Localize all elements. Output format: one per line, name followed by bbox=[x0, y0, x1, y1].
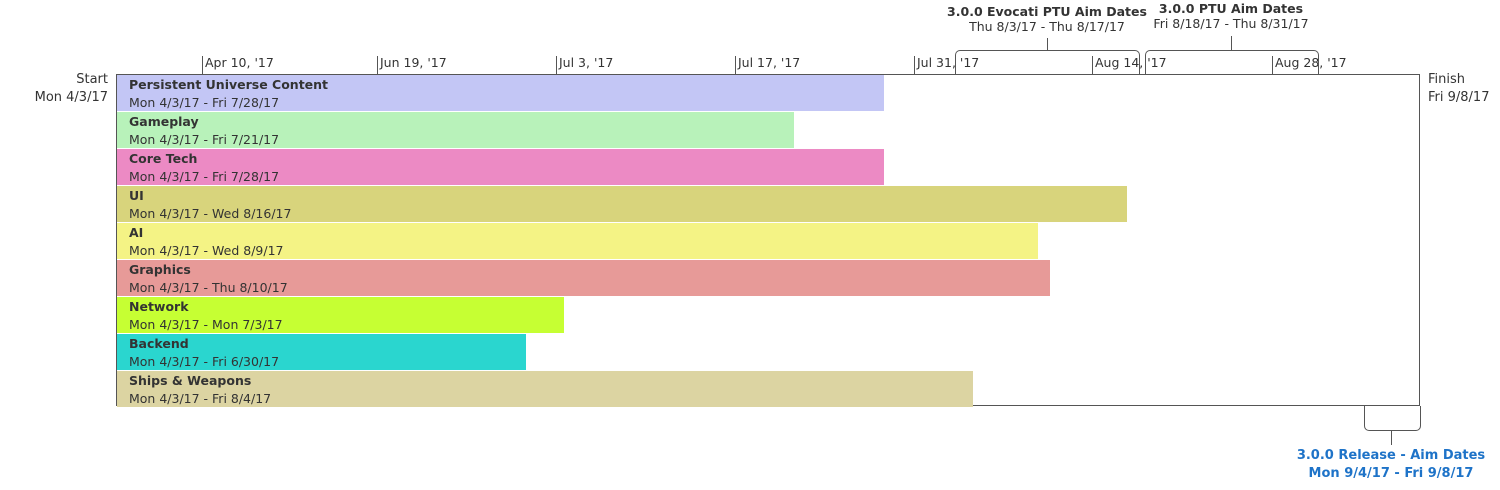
tick-label: Aug 28, '17 bbox=[1275, 55, 1347, 70]
tick-label: Jul 3, '17 bbox=[559, 55, 614, 70]
task-bar-gameplay[interactable]: Gameplay Mon 4/3/17 - Fri 7/21/17 bbox=[117, 112, 794, 148]
task-bar-network[interactable]: Network Mon 4/3/17 - Mon 7/3/17 bbox=[117, 297, 564, 333]
start-label: Start bbox=[76, 72, 108, 87]
tick-mark bbox=[377, 56, 378, 74]
task-dates: Mon 4/3/17 - Wed 8/16/17 bbox=[129, 206, 292, 221]
task-dates: Mon 4/3/17 - Fri 7/28/17 bbox=[129, 95, 280, 110]
task-name: Core Tech bbox=[129, 151, 198, 166]
ptu-title: 3.0.0 PTU Aim Dates bbox=[1158, 1, 1304, 16]
finish-date: Fri 9/8/17 bbox=[1428, 90, 1490, 105]
evocati-connector bbox=[1047, 38, 1048, 50]
tick-label: Aug 14, '17 bbox=[1095, 55, 1167, 70]
evocati-title: 3.0.0 Evocati PTU Aim Dates bbox=[947, 4, 1147, 19]
task-bar-ui[interactable]: UI Mon 4/3/17 - Wed 8/16/17 bbox=[117, 186, 1127, 222]
task-bar-graphics[interactable]: Graphics Mon 4/3/17 - Thu 8/10/17 bbox=[117, 260, 1050, 296]
release-connector bbox=[1391, 431, 1392, 445]
task-name: AI bbox=[129, 225, 144, 240]
task-dates: Mon 4/3/17 - Fri 7/28/17 bbox=[129, 169, 280, 184]
tick-mark bbox=[1272, 56, 1273, 74]
task-name: UI bbox=[129, 188, 144, 203]
ptu-callout: 3.0.0 PTU Aim Dates Fri 8/18/17 - Thu 8/… bbox=[1130, 1, 1332, 31]
task-dates: Mon 4/3/17 - Thu 8/10/17 bbox=[129, 280, 288, 295]
task-name: Ships & Weapons bbox=[129, 373, 252, 388]
tick-label: Apr 10, '17 bbox=[205, 55, 274, 70]
task-bar-persistent-universe-content[interactable]: Persistent Universe Content Mon 4/3/17 -… bbox=[117, 75, 884, 111]
task-bar-backend[interactable]: Backend Mon 4/3/17 - Fri 6/30/17 bbox=[117, 334, 526, 370]
task-dates: Mon 4/3/17 - Fri 6/30/17 bbox=[129, 354, 280, 369]
release-title: 3.0.0 Release - Aim Dates bbox=[1296, 448, 1486, 463]
task-dates: Mon 4/3/17 - Fri 8/4/17 bbox=[129, 391, 272, 406]
task-name: Network bbox=[129, 299, 189, 314]
evocati-bracket bbox=[955, 50, 1140, 75]
evocati-dates: Thu 8/3/17 - Thu 8/17/17 bbox=[969, 19, 1125, 34]
tick-mark bbox=[202, 56, 203, 74]
timeline-area: Persistent Universe Content Mon 4/3/17 -… bbox=[116, 74, 1420, 407]
release-callout: 3.0.0 Release - Aim Dates Mon 9/4/17 - F… bbox=[1290, 447, 1492, 483]
start-date: Mon 4/3/17 bbox=[34, 90, 108, 105]
tick-label: Jul 31, '17 bbox=[917, 55, 980, 70]
task-dates: Mon 4/3/17 - Mon 7/3/17 bbox=[129, 317, 283, 332]
tick-mark bbox=[1092, 56, 1093, 74]
task-name: Graphics bbox=[129, 262, 191, 277]
task-name: Persistent Universe Content bbox=[129, 77, 329, 92]
task-name: Backend bbox=[129, 336, 189, 351]
tick-label: Jun 19, '17 bbox=[380, 55, 447, 70]
ptu-bracket bbox=[1145, 50, 1319, 75]
tick-mark bbox=[735, 56, 736, 74]
release-dates: Mon 9/4/17 - Fri 9/8/17 bbox=[1308, 466, 1474, 481]
task-bar-ai[interactable]: AI Mon 4/3/17 - Wed 8/9/17 bbox=[117, 223, 1038, 259]
task-name: Gameplay bbox=[129, 114, 199, 129]
task-dates: Mon 4/3/17 - Wed 8/9/17 bbox=[129, 243, 284, 258]
task-bar-core-tech[interactable]: Core Tech Mon 4/3/17 - Fri 7/28/17 bbox=[117, 149, 884, 185]
task-bar-ships-weapons[interactable]: Ships & Weapons Mon 4/3/17 - Fri 8/4/17 bbox=[117, 371, 973, 407]
tick-mark bbox=[914, 56, 915, 74]
task-dates: Mon 4/3/17 - Fri 7/21/17 bbox=[129, 132, 280, 147]
ptu-dates: Fri 8/18/17 - Thu 8/31/17 bbox=[1153, 16, 1309, 31]
evocati-callout: 3.0.0 Evocati PTU Aim Dates Thu 8/3/17 -… bbox=[940, 4, 1154, 34]
tick-label: Jul 17, '17 bbox=[738, 55, 801, 70]
tick-mark bbox=[556, 56, 557, 74]
ptu-connector bbox=[1231, 36, 1232, 50]
finish-label: Finish bbox=[1428, 72, 1466, 87]
release-bracket bbox=[1364, 406, 1421, 431]
timeline-finish: Finish Fri 9/8/17 bbox=[1428, 71, 1489, 107]
timeline-start: Start Mon 4/3/17 bbox=[35, 71, 108, 107]
